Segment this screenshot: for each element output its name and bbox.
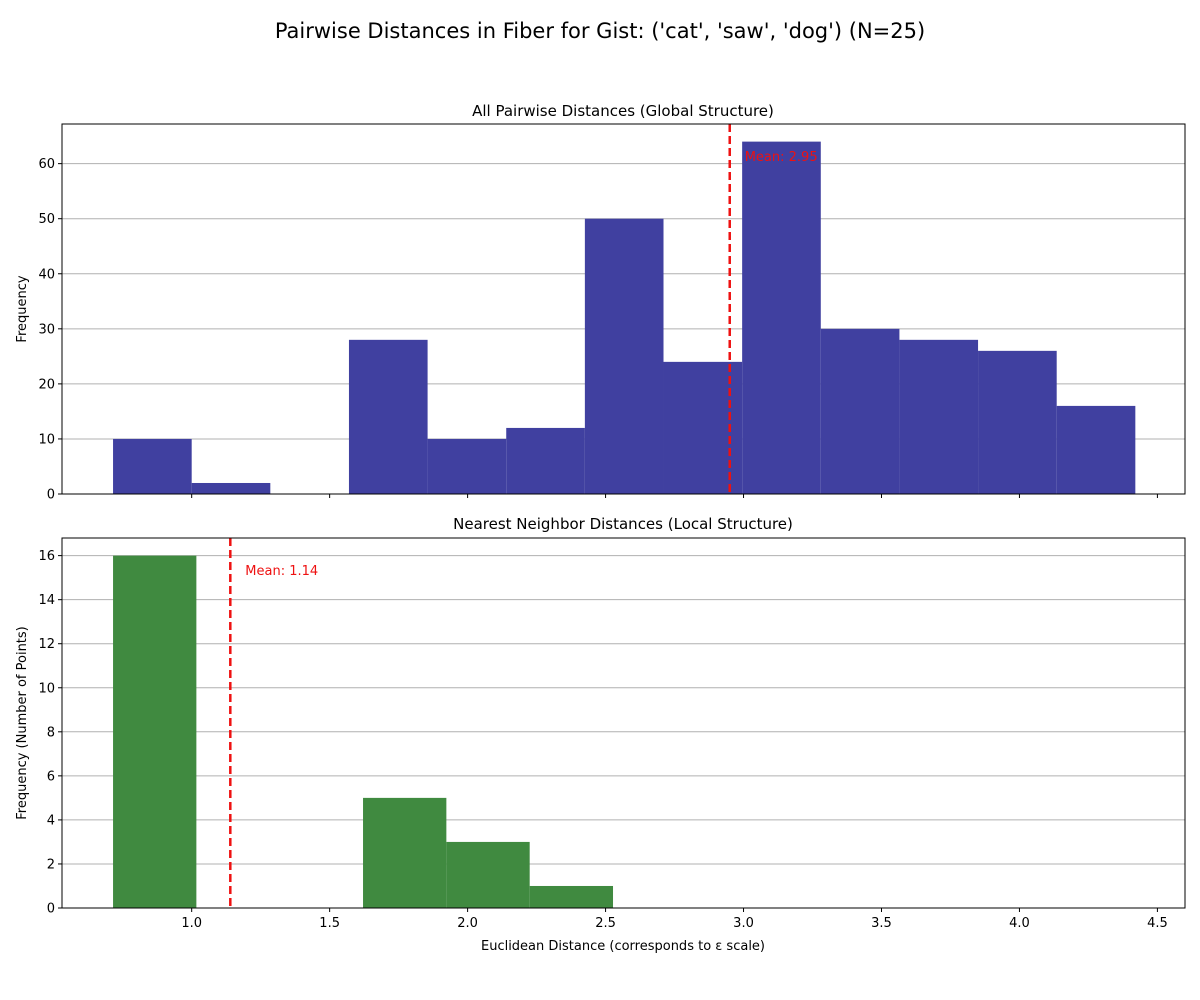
mean-label-local: Mean: 1.14	[245, 564, 318, 579]
plot-frame-global	[61, 123, 1186, 495]
bar-local-4	[446, 841, 530, 908]
y-axis-label-global: Frequency	[15, 275, 30, 342]
y-tick-label-local: 12	[38, 637, 55, 652]
panel-title-local: Nearest Neighbor Distances (Local Struct…	[453, 515, 793, 533]
bar-global-1	[191, 482, 271, 494]
y-tick-label-local: 16	[38, 549, 55, 564]
y-tick-label-local: 10	[38, 681, 55, 696]
x-tick-label-local: 4.0	[1009, 916, 1030, 931]
mean-marker-global: Mean: 2.95	[728, 124, 818, 494]
bar-global-9	[820, 328, 900, 494]
y-tick-label-global: 40	[38, 267, 55, 282]
y-tick-label-global: 60	[38, 157, 55, 172]
bar-global-11	[978, 350, 1057, 494]
bar-local-5	[529, 885, 614, 908]
y-tick-label-global: 30	[38, 322, 55, 337]
bars-local	[113, 555, 614, 908]
mean-marker-local: Mean: 1.14	[229, 538, 318, 908]
bar-global-3	[348, 339, 428, 494]
global-distance-histogram: All Pairwise Distances (Global Structure…	[15, 102, 1186, 503]
bar-global-8	[742, 141, 821, 494]
mean-label-global: Mean: 2.95	[745, 150, 818, 165]
y-tick-label-local: 0	[47, 902, 55, 917]
y-tick-label-local: 8	[47, 725, 55, 740]
x-ticks-global	[191, 494, 1158, 498]
y-tick-label-local: 2	[47, 857, 55, 872]
x-axis-label-local: Euclidean Distance (corresponds to ε sca…	[481, 939, 765, 954]
bar-global-12	[1056, 405, 1136, 494]
y-tick-label-local: 14	[38, 593, 55, 608]
y-tick-label-global: 50	[38, 212, 55, 227]
x-tick-label-local: 1.0	[181, 916, 202, 931]
bar-local-0	[113, 555, 197, 908]
y-tick-label-global: 20	[38, 377, 55, 392]
y-tick-label-local: 4	[47, 813, 55, 828]
y-axis-label-local: Frequency (Number of Points)	[15, 626, 30, 820]
y-tick-label-global: 10	[38, 432, 55, 447]
y-tick-label-local: 6	[47, 769, 55, 784]
x-tick-label-local: 2.5	[595, 916, 616, 931]
y-ticks-global: 0 10 20 30 40 50 60	[38, 157, 62, 503]
x-tick-label-local: 1.5	[319, 916, 340, 931]
bar-global-10	[899, 339, 979, 494]
bar-local-3	[363, 797, 447, 908]
y-tick-label-global: 0	[47, 488, 55, 503]
y-grid-local	[62, 555, 1185, 865]
x-ticks-local: 1.0 1.5 2.0 2.5 3.0 3.5 4.0 4.5	[181, 908, 1168, 931]
bars-global	[113, 141, 1136, 494]
bar-global-0	[113, 438, 192, 494]
bar-global-6	[584, 218, 664, 494]
y-ticks-local: 0 2 4 6 8 10 12 14 16	[38, 549, 62, 917]
figure-title: Pairwise Distances in Fiber for Gist: ('…	[275, 19, 925, 43]
panel-title-global: All Pairwise Distances (Global Structure…	[472, 102, 774, 120]
bar-global-4	[427, 438, 507, 494]
x-tick-label-local: 4.5	[1147, 916, 1168, 931]
bar-global-5	[506, 427, 585, 494]
nearest-neighbor-histogram: Nearest Neighbor Distances (Local Struct…	[15, 515, 1186, 954]
x-tick-label-local: 3.5	[871, 916, 892, 931]
x-tick-label-local: 2.0	[457, 916, 478, 931]
x-tick-label-local: 3.0	[733, 916, 754, 931]
plot-frame-local	[61, 537, 1186, 909]
